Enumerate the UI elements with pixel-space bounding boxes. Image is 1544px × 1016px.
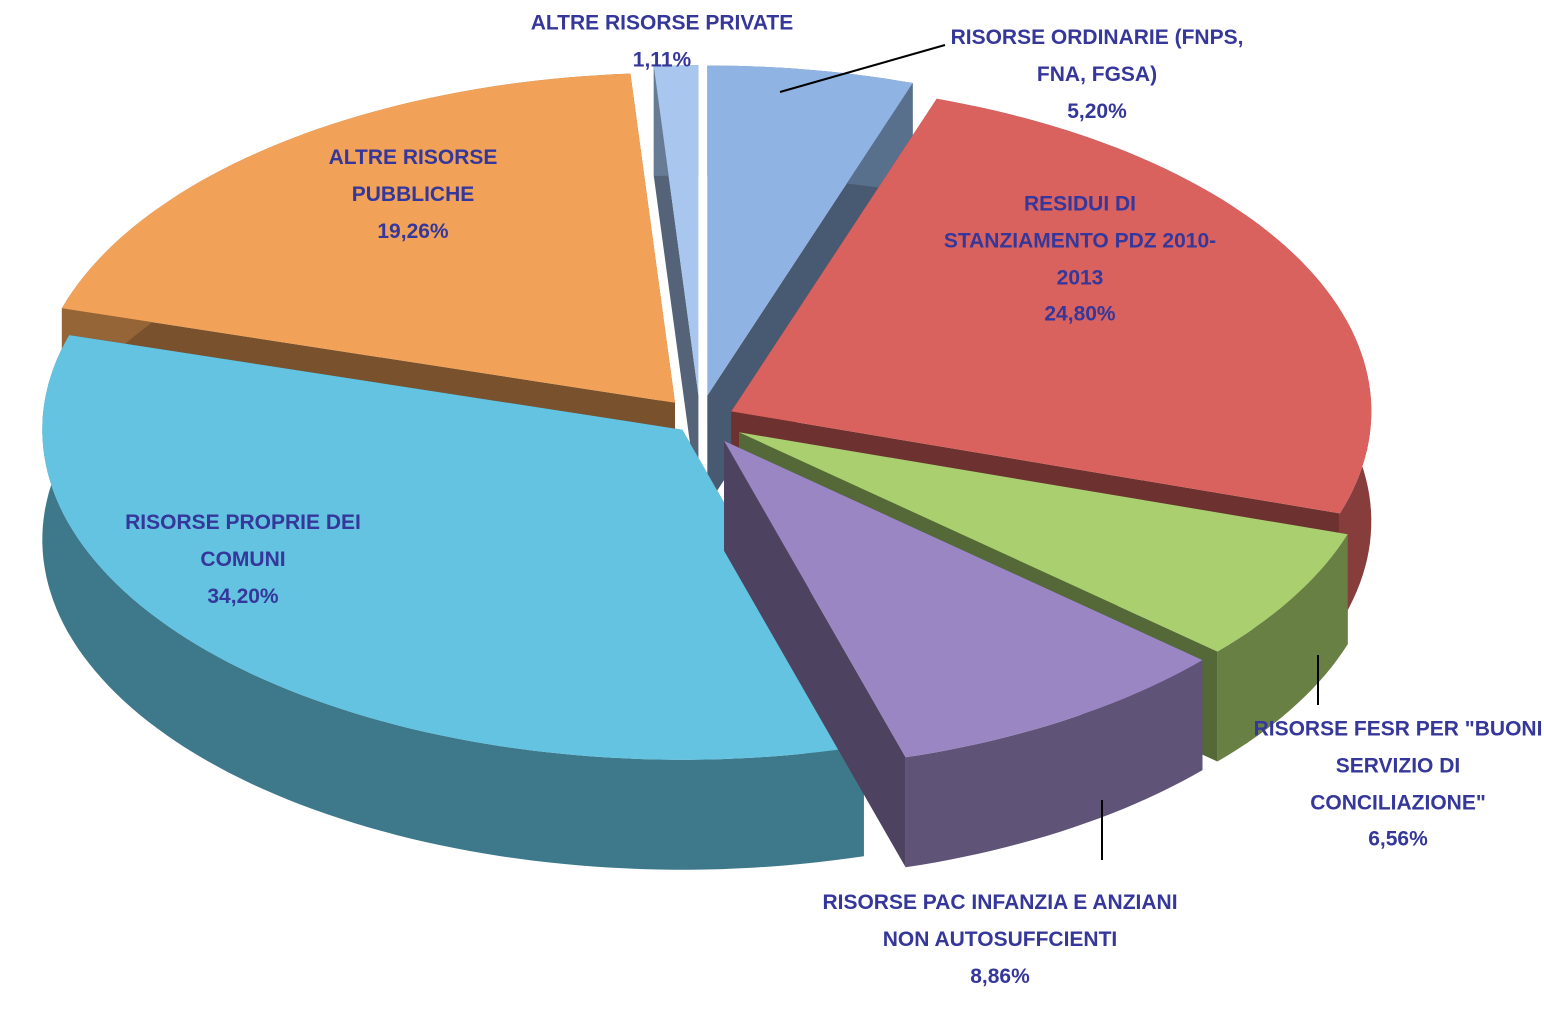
slice <box>731 98 1372 514</box>
slice-label: ALTRE RISORSE PUBBLICHE 19,26% <box>298 140 528 250</box>
slice-side <box>724 440 906 868</box>
value-label: 19,26% <box>377 219 449 243</box>
slice-side <box>653 66 699 506</box>
leader-line <box>779 44 946 93</box>
value-label: 34,20% <box>207 584 279 608</box>
slice-label: ALTRE RISORSE PRIVATE 1,11% <box>482 5 842 79</box>
category-label: RISORSE ORDINARIE (FNPS, FNA, FGSA) <box>950 25 1244 86</box>
slice <box>739 432 1348 652</box>
slice-label: RISORSE FESR PER "BUONI SERVIZIO DI CONC… <box>1248 712 1544 859</box>
slice-side <box>905 660 1203 868</box>
category-label: ALTRE RISORSE PRIVATE <box>530 11 794 35</box>
category-label: RISORSE FESR PER "BUONI SERVIZIO DI CONC… <box>1253 717 1543 815</box>
slice <box>61 73 675 403</box>
value-label: 24,80% <box>1044 302 1116 326</box>
value-label: 1,11% <box>632 48 692 71</box>
slice-label: RISORSE PAC INFANZIA E ANZIANI NON AUTOS… <box>820 885 1180 995</box>
slice <box>707 65 913 396</box>
slice <box>653 65 699 396</box>
category-label: RISORSE PAC INFANZIA E ANZIANI NON AUTOS… <box>822 890 1178 951</box>
slice-label: RISORSE PROPRIE DEI COMUNI 34,20% <box>83 505 403 615</box>
slice-label: RISORSE ORDINARIE (FNPS, FNA, FGSA) 5,20% <box>947 20 1247 130</box>
category-label: RESIDUI DI STANZIAMENTO PDZ 2010-2013 <box>943 192 1217 290</box>
slice-side <box>1217 534 1348 762</box>
slice-side <box>42 335 864 870</box>
value-label: 8,86% <box>970 964 1030 988</box>
value-label: 6,56% <box>1368 827 1428 851</box>
slice <box>42 335 864 760</box>
slice-label: RESIDUI DI STANZIAMENTO PDZ 2010-2013 24,… <box>940 187 1220 334</box>
value-label: 5,20% <box>1067 99 1127 123</box>
category-label: RISORSE PROPRIE DEI COMUNI <box>125 510 361 571</box>
slice <box>724 440 1203 758</box>
category-label: ALTRE RISORSE PUBBLICHE <box>328 145 498 206</box>
